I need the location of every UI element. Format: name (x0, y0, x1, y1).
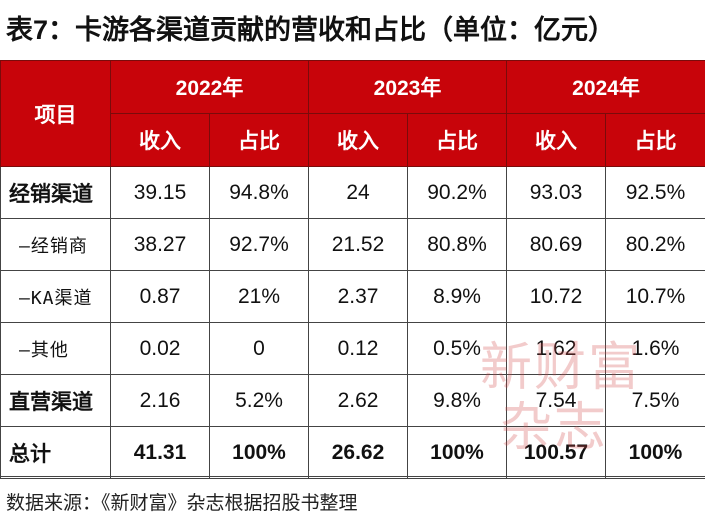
cell: 0 (210, 323, 309, 375)
row-label: —经销商 (1, 219, 111, 271)
cell: 5.2% (210, 375, 309, 427)
row-label: —KA渠道 (1, 271, 111, 323)
table-row: 经销渠道 39.15 94.8% 24 90.2% 93.03 92.5% (1, 167, 705, 219)
cell: 100% (210, 427, 309, 479)
revenue-table: 项目 2022年 2023年 2024年 收入 占比 收入 占比 收入 占比 经… (0, 60, 705, 479)
cell: 24 (309, 167, 408, 219)
table-row: —经销商 38.27 92.7% 21.52 80.8% 80.69 80.2% (1, 219, 705, 271)
cell: 100.57 (507, 427, 606, 479)
cell: 90.2% (408, 167, 507, 219)
table-row: —其他 0.02 0 0.12 0.5% 1.62 1.6% (1, 323, 705, 375)
cell: 80.2% (606, 219, 705, 271)
cell: 2.16 (111, 375, 210, 427)
cell: 94.8% (210, 167, 309, 219)
cell: 0.87 (111, 271, 210, 323)
cell: 10.7% (606, 271, 705, 323)
cell: 1.6% (606, 323, 705, 375)
table-row: —KA渠道 0.87 21% 2.37 8.9% 10.72 10.7% (1, 271, 705, 323)
table-row: 直营渠道 2.16 5.2% 2.62 9.8% 7.54 7.5% (1, 375, 705, 427)
cell: 92.7% (210, 219, 309, 271)
cell: 92.5% (606, 167, 705, 219)
header-sub-share: 占比 (606, 114, 705, 167)
cell: 41.31 (111, 427, 210, 479)
cell: 0.5% (408, 323, 507, 375)
cell: 100% (408, 427, 507, 479)
cell: 1.62 (507, 323, 606, 375)
row-label: 直营渠道 (1, 375, 111, 427)
cell: 7.5% (606, 375, 705, 427)
cell: 26.62 (309, 427, 408, 479)
cell: 2.37 (309, 271, 408, 323)
header-year-2023: 2023年 (309, 61, 507, 114)
header-item: 项目 (1, 61, 111, 167)
row-label: 经销渠道 (1, 167, 111, 219)
header-sub-revenue: 收入 (111, 114, 210, 167)
header-year-2024: 2024年 (507, 61, 705, 114)
cell: 0.02 (111, 323, 210, 375)
cell: 100% (606, 427, 705, 479)
source-note: 数据来源：《新财富》杂志根据招股书整理 (0, 476, 705, 529)
cell: 8.9% (408, 271, 507, 323)
row-label: —其他 (1, 323, 111, 375)
cell: 2.62 (309, 375, 408, 427)
header-sub-share: 占比 (210, 114, 309, 167)
cell: 21.52 (309, 219, 408, 271)
cell: 0.12 (309, 323, 408, 375)
cell: 80.8% (408, 219, 507, 271)
cell: 80.69 (507, 219, 606, 271)
header-sub-share: 占比 (408, 114, 507, 167)
header-sub-revenue: 收入 (309, 114, 408, 167)
cell: 93.03 (507, 167, 606, 219)
header-sub-revenue: 收入 (507, 114, 606, 167)
cell: 10.72 (507, 271, 606, 323)
cell: 39.15 (111, 167, 210, 219)
cell: 38.27 (111, 219, 210, 271)
table-title: 表7：卡游各渠道贡献的营收和占比（单位：亿元） (0, 0, 705, 60)
row-label: 总计 (1, 427, 111, 479)
cell: 7.54 (507, 375, 606, 427)
cell: 21% (210, 271, 309, 323)
header-year-2022: 2022年 (111, 61, 309, 114)
cell: 9.8% (408, 375, 507, 427)
table-row-total: 总计 41.31 100% 26.62 100% 100.57 100% (1, 427, 705, 479)
